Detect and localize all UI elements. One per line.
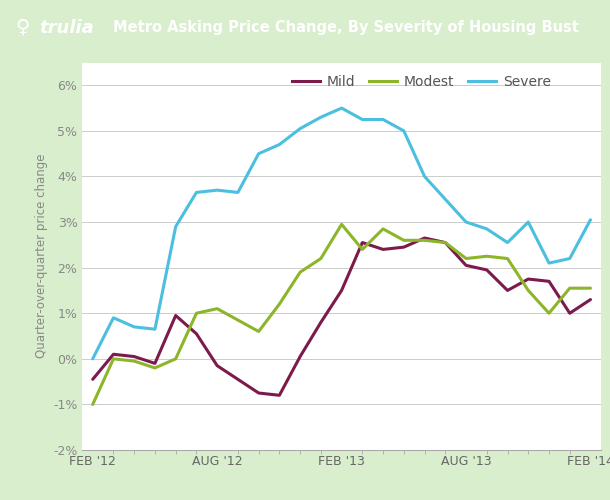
Y-axis label: Quarter-over-quarter price change: Quarter-over-quarter price change bbox=[35, 154, 48, 358]
Legend: Mild, Modest, Severe: Mild, Modest, Severe bbox=[286, 70, 556, 94]
Text: ♀: ♀ bbox=[15, 18, 29, 37]
Text: trulia: trulia bbox=[40, 18, 95, 36]
Text: Metro Asking Price Change, By Severity of Housing Bust: Metro Asking Price Change, By Severity o… bbox=[113, 20, 579, 35]
